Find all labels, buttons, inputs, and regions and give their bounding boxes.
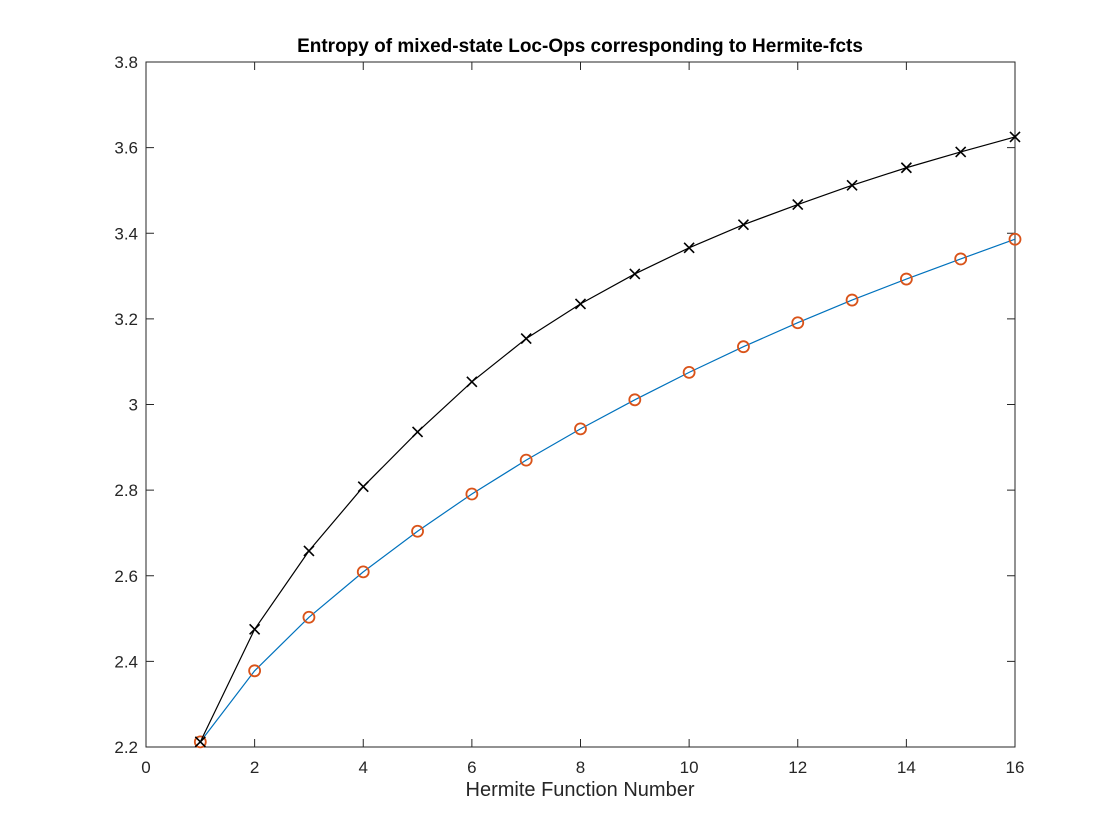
series-2-point	[899, 272, 913, 286]
y-tick-label: 2.8	[114, 481, 138, 500]
series-2-point	[519, 453, 533, 467]
x-tick-label: 16	[1006, 758, 1025, 777]
y-tick-label: 3	[129, 396, 138, 415]
x-tick-label: 8	[576, 758, 585, 777]
series-2-point	[248, 664, 262, 678]
series-2-point	[791, 316, 805, 330]
series-1-point	[249, 623, 261, 635]
series-1-point	[303, 545, 315, 557]
y-tick-label: 2.6	[114, 567, 138, 586]
plot-area: 0 2 4 6 8 10 12 14 16 2.2 2.4 2.6 2.8 3 3.2 3.4 3.6 3.8	[114, 53, 1024, 777]
series-1-point	[629, 268, 641, 280]
x-tick-label: 10	[680, 758, 699, 777]
x-tick-label: 0	[141, 758, 150, 777]
series-2-point	[302, 610, 316, 624]
series-2-line	[199, 238, 1016, 743]
series-2-point	[845, 293, 859, 307]
series-1-point	[683, 242, 695, 254]
series-2-point	[1008, 232, 1022, 246]
x-axis-label: Hermite Function Number	[466, 779, 695, 801]
series-1-line	[199, 136, 1016, 743]
y-tick-label: 3.2	[114, 310, 138, 329]
axes-box	[145, 61, 1016, 748]
series-1-point	[1009, 131, 1021, 143]
series-2-point	[628, 393, 642, 407]
series-1-point	[411, 426, 424, 438]
series-1-point	[792, 199, 804, 211]
series-2-point	[356, 565, 370, 579]
series-2-point	[737, 340, 750, 354]
series-1-point	[955, 146, 967, 158]
y-tick-label: 3.8	[114, 53, 138, 72]
x-tick-label: 12	[788, 758, 807, 777]
series-1-point	[194, 736, 206, 748]
series-2-point	[954, 252, 968, 266]
y-tick-label: 2.4	[114, 652, 138, 671]
series-1-point	[466, 376, 478, 388]
series-1-point	[900, 162, 912, 174]
y-tick-label: 3.4	[114, 224, 138, 243]
series-2-point	[193, 735, 207, 749]
x-tick-label: 4	[359, 758, 368, 777]
series-1-point	[520, 333, 532, 345]
series-1-point	[846, 179, 858, 191]
y-tick-label: 2.2	[114, 738, 138, 757]
chart-title: Entropy of mixed-state Loc-Ops correspon…	[297, 36, 863, 57]
x-tick-label: 14	[897, 758, 916, 777]
series-1-point	[737, 219, 750, 231]
series-2-point	[574, 422, 587, 436]
series-2-point	[411, 524, 424, 538]
series-2-point	[465, 487, 479, 501]
x-tick-label: 2	[250, 758, 259, 777]
series-1-point	[574, 298, 587, 310]
series-1-point	[357, 481, 369, 493]
y-tick-label: 3.6	[114, 139, 138, 158]
x-tick-label: 6	[467, 758, 476, 777]
series-2-point	[682, 365, 696, 379]
